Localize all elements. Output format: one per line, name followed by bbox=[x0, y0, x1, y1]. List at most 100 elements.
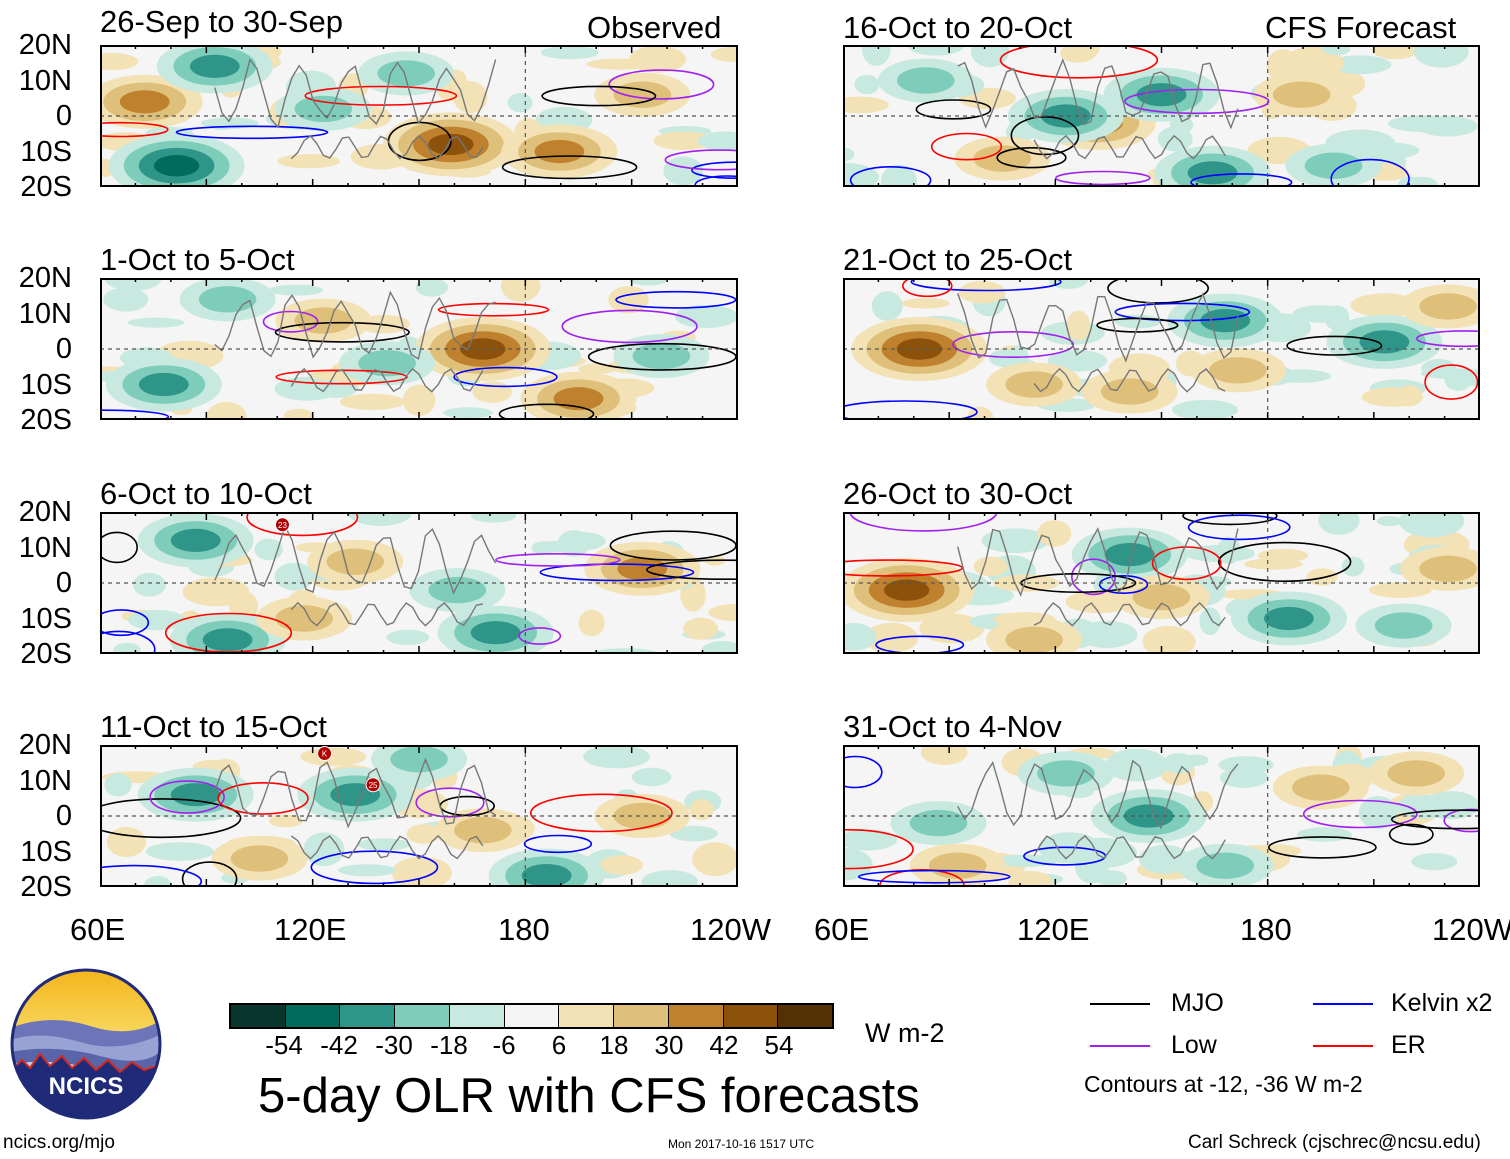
olr-anomaly-blob bbox=[119, 90, 170, 114]
olr-anomaly-patch bbox=[1218, 756, 1274, 774]
olr-anomaly-patch bbox=[1008, 870, 1053, 887]
wave-contour-line bbox=[1151, 546, 1222, 581]
olr-anomaly-patch bbox=[1318, 512, 1360, 535]
olr-anomaly-blob bbox=[1419, 293, 1477, 320]
colorbar-swatch bbox=[285, 1005, 341, 1027]
olr-anomaly-patch bbox=[470, 512, 516, 523]
olr-anomaly-patch bbox=[347, 512, 413, 526]
olr-anomaly-patch bbox=[507, 93, 533, 113]
olr-anomaly-patch bbox=[880, 164, 917, 187]
lat-tick-label: 20S bbox=[20, 871, 72, 903]
olr-anomaly-patch bbox=[268, 814, 303, 828]
wave-contour-line bbox=[843, 755, 883, 789]
storm-marker: 25 bbox=[365, 777, 381, 793]
olr-anomaly-blob bbox=[326, 548, 384, 575]
lon-tick-180-left: 180 bbox=[498, 912, 550, 947]
olr-anomaly-patch bbox=[1358, 796, 1398, 829]
wave-contour-line bbox=[1267, 836, 1377, 859]
olr-anomaly-patch bbox=[357, 838, 411, 851]
olr-anomaly-blob bbox=[1304, 152, 1363, 179]
wave-contour-line bbox=[999, 45, 1159, 79]
colorbar-swatch bbox=[449, 1005, 505, 1027]
coastline bbox=[1033, 134, 1226, 160]
wave-contour-line bbox=[1182, 512, 1278, 526]
coastline bbox=[290, 367, 484, 393]
olr-anomaly-patch bbox=[901, 298, 950, 309]
olr-anomaly-patch bbox=[674, 304, 738, 329]
olr-anomaly-patch bbox=[1060, 45, 1097, 63]
olr-anomaly-patch bbox=[871, 291, 903, 321]
colorbar-swatch bbox=[340, 1005, 396, 1027]
panel-frame bbox=[843, 45, 1480, 187]
coastline bbox=[1033, 367, 1226, 393]
olr-anomaly-patch bbox=[586, 58, 652, 70]
olr-anomaly-blob bbox=[189, 54, 240, 78]
olr-anomaly-patch bbox=[708, 603, 738, 622]
olr-anomaly-patch bbox=[669, 825, 718, 842]
olr-anomaly-patch bbox=[269, 284, 323, 296]
wave-contour-line bbox=[1071, 558, 1117, 596]
wave-contour-line bbox=[523, 834, 593, 854]
colorbar-swatch bbox=[614, 1005, 669, 1027]
olr-anomaly-patch bbox=[500, 278, 541, 302]
olr-anomaly-blob bbox=[897, 67, 955, 94]
storm-marker-label: 25 bbox=[369, 781, 378, 790]
wave-contour-line bbox=[1416, 330, 1480, 348]
legend-kelvin-label: Kelvin x2 bbox=[1391, 989, 1493, 1017]
storm-marker-label: K bbox=[322, 750, 328, 759]
lat-tick-label: 10S bbox=[20, 835, 72, 868]
wave-contour-line bbox=[1010, 116, 1080, 156]
colorbar-swatch bbox=[559, 1005, 615, 1027]
wave-contour-line bbox=[1388, 823, 1434, 846]
lat-tick-label: 0 bbox=[55, 333, 72, 365]
wave-contour-line bbox=[1286, 335, 1383, 356]
olr-anomaly-blob bbox=[460, 338, 506, 360]
wave-contour-line bbox=[1054, 170, 1151, 186]
olr-anomaly-patch bbox=[104, 773, 132, 797]
coastline bbox=[957, 292, 1239, 363]
lat-tick-label: 10N bbox=[18, 64, 72, 97]
lat-tick-label: 20S bbox=[20, 638, 72, 670]
wave-contour-line bbox=[608, 69, 715, 100]
olr-anomaly-blob bbox=[1292, 774, 1350, 801]
olr-anomaly-patch bbox=[967, 406, 994, 420]
olr-anomaly-patch bbox=[1398, 512, 1465, 538]
olr-anomaly-blob bbox=[1374, 612, 1433, 639]
olr-anomaly-patch bbox=[1244, 558, 1303, 570]
colorbar-tick-label: -6 bbox=[492, 1030, 516, 1060]
ncics-logo: NCICS bbox=[10, 968, 162, 1120]
panel-3-title: 6-Oct to 10-Oct bbox=[100, 476, 312, 511]
panel-frame bbox=[843, 512, 1480, 654]
olr-anomaly-patch bbox=[1397, 385, 1422, 407]
wave-contour-line bbox=[1124, 88, 1270, 115]
olr-anomaly-patch bbox=[973, 556, 1008, 577]
olr-anomaly-patch bbox=[100, 52, 139, 71]
colorbar-tick-label: -42 bbox=[320, 1030, 358, 1060]
wave-contour-line bbox=[849, 166, 932, 187]
lat-tick-label: 10N bbox=[18, 531, 72, 564]
panel-8-title: 31-Oct to 4-Nov bbox=[843, 709, 1062, 744]
olr-map-panel-2 bbox=[100, 278, 738, 420]
legend-low-line bbox=[1090, 1045, 1150, 1047]
olr-anomaly-blob bbox=[534, 139, 585, 164]
olr-anomaly-patch bbox=[540, 46, 599, 60]
wave-contour-line bbox=[843, 829, 914, 870]
olr-anomaly-patch bbox=[182, 577, 250, 607]
panel-2-title: 1-Oct to 5-Oct bbox=[100, 242, 295, 277]
olr-anomaly-blob bbox=[1359, 330, 1410, 354]
olr-anomaly-patch bbox=[1405, 176, 1438, 187]
olr-anomaly-patch bbox=[1095, 870, 1127, 886]
olr-anomaly-patch bbox=[629, 45, 686, 73]
colorbar-tick-label: -54 bbox=[265, 1030, 303, 1060]
wave-contour-line bbox=[930, 132, 1003, 161]
wave-contour-line bbox=[843, 400, 978, 420]
footer-url[interactable]: ncics.org/mjo bbox=[3, 1132, 115, 1153]
colorbar-units: W m-2 bbox=[865, 1018, 945, 1048]
olr-anomaly-patch bbox=[689, 799, 714, 821]
olr-anomaly-patch bbox=[127, 317, 185, 328]
olr-anomaly-blob bbox=[358, 350, 416, 377]
olr-anomaly-blob bbox=[973, 145, 1032, 172]
lat-tick-label: 20N bbox=[18, 29, 72, 61]
olr-anomaly-patch bbox=[103, 287, 149, 312]
contour-levels-note: Contours at -12, -36 W m-2 bbox=[1084, 1071, 1363, 1097]
